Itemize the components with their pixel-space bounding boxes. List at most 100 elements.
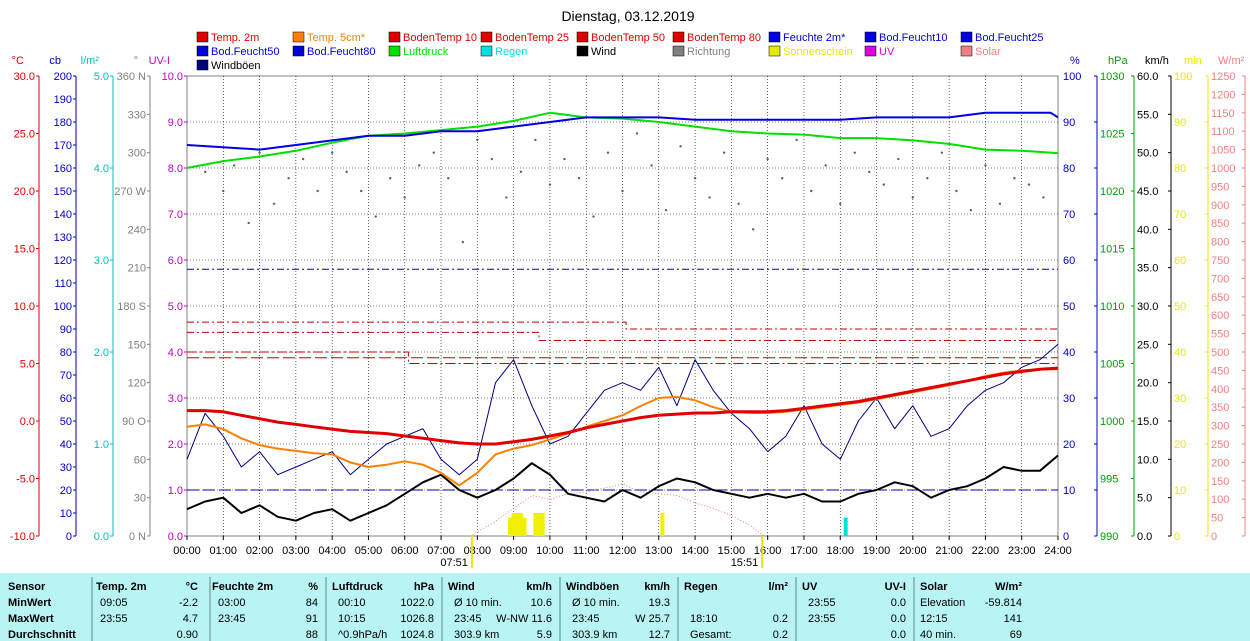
sonnenschein-bar <box>507 517 512 536</box>
legend-swatch <box>480 45 493 57</box>
stats-cell: 18:10 <box>690 613 718 625</box>
legend-swatch <box>388 31 401 43</box>
richtung-point <box>911 196 915 199</box>
axis-unit-label: % <box>1070 55 1080 67</box>
richtung-point <box>882 183 885 186</box>
axis-tick-label: 40.0 <box>1137 224 1158 236</box>
legend-swatch <box>672 31 685 43</box>
stats-cell: 141 <box>1004 613 1022 625</box>
legend-label: Temp. 5cm* <box>307 32 366 44</box>
stats-cell: W 25.7 <box>635 613 670 625</box>
richtung-point <box>664 208 668 212</box>
richtung-point <box>330 151 334 154</box>
axis-tick-label: 45.0 <box>1137 186 1158 198</box>
stats-cell: Ø 10 min. <box>572 597 620 609</box>
sonnenschein-bar <box>540 513 545 536</box>
legend-swatch <box>768 31 781 43</box>
stats-cell: 23:55 <box>808 613 836 625</box>
stats-header: UV <box>802 581 818 593</box>
x-tick-label: 15:00 <box>718 545 746 557</box>
legend-label: Sonnenschein <box>783 46 853 58</box>
richtung-point <box>577 177 581 180</box>
legend-swatch <box>196 45 209 57</box>
richtung-point <box>519 170 523 174</box>
stats-header: Solar <box>920 581 948 593</box>
richtung-point <box>389 177 392 180</box>
wind-line <box>186 454 1059 522</box>
axis-tick-label: 950 <box>1211 181 1229 193</box>
axis-tick-label: 30.0 <box>14 71 35 83</box>
richtung-point <box>203 170 207 174</box>
axis-tick-label: 110 <box>54 278 72 290</box>
sunset-label: 15:51 <box>731 557 759 569</box>
richtung-point <box>403 196 406 199</box>
richtung-point <box>1013 177 1016 180</box>
richtung-point <box>955 189 958 193</box>
axis-tick-label: 0.0 <box>20 416 35 428</box>
richtung-point <box>650 164 653 167</box>
axis-tick-label: 0 <box>1174 531 1180 543</box>
regen-bar <box>843 517 848 536</box>
axis-tick-label: 80 <box>1063 163 1075 175</box>
axis-tick-label: 1.0 <box>168 485 183 497</box>
richtung-point <box>839 202 842 205</box>
x-tick-label: 11:00 <box>573 545 600 557</box>
richtung-point <box>737 202 740 205</box>
axis-tick-label: 20 <box>60 485 72 497</box>
stats-cell: -2.2 <box>179 597 198 609</box>
richtung-point <box>780 177 784 180</box>
stats-header: km/h <box>526 581 552 593</box>
legend-label: BodenTemp 80 <box>687 32 761 44</box>
axis-tick-label: 30.0 <box>1137 301 1158 313</box>
axis-tick-label: 50 <box>1174 301 1186 313</box>
sonnenschein-bar <box>660 513 665 536</box>
richtung-point <box>722 151 726 154</box>
axis-tick-label: 70 <box>1174 209 1186 221</box>
sonnenschein-bar <box>537 513 542 536</box>
x-tick-label: 08:00 <box>464 545 492 557</box>
stats-cell: 19.3 <box>649 597 670 609</box>
x-tick-label: 24:00 <box>1044 545 1072 557</box>
stats-row-label: MaxWert <box>8 613 54 625</box>
x-tick-label: 05:00 <box>355 545 383 557</box>
richtung-point <box>606 151 610 154</box>
legend-swatch <box>576 45 589 57</box>
stats-cell: 69 <box>1010 629 1022 641</box>
axis-tick-label: 1250 <box>1211 71 1235 83</box>
statistics-table-grid: Sensor Temp. 2m °C Feuchte 2m% Luftdruck hPa W… <box>8 577 1022 641</box>
axis-tick-label: 5.0 <box>1137 493 1152 505</box>
stats-header: W/m² <box>995 581 1022 593</box>
axis-tick-label: 1010 <box>1100 301 1124 313</box>
legend-swatch <box>292 45 305 57</box>
axis-tick-label: 100 <box>54 301 72 313</box>
richtung-point <box>998 202 1002 205</box>
axis-tick-label: 0 <box>66 531 72 543</box>
richtung-point <box>1042 196 1045 199</box>
axis-tick-label: 900 <box>1211 200 1229 212</box>
x-tick-label: 04:00 <box>318 545 346 557</box>
axis-tick-label: 1000 <box>1211 163 1235 175</box>
axis-tick-label: 50 <box>1063 301 1075 313</box>
feuchte-2m-line <box>186 111 1059 151</box>
stats-cell: ^0.9hPa/h <box>338 629 387 641</box>
windb-en-line <box>186 343 1059 476</box>
axis-tick-label: 1150 <box>1211 108 1235 120</box>
richtung-point <box>418 164 421 167</box>
stats-header: l/m² <box>768 581 788 593</box>
legend-label: BodenTemp 50 <box>591 32 665 44</box>
legend: Temp. 2m Temp. 5cm* BodenTemp 10 BodenTemp … <box>196 31 1044 72</box>
axis-tick-label: 90 <box>60 324 72 336</box>
legend-swatch <box>196 31 209 43</box>
stats-cell: 5.9 <box>537 629 552 641</box>
stats-cell: -59.814 <box>985 597 1022 609</box>
legend-label: BodenTemp 10 <box>403 32 477 44</box>
stats-cell: 0.2 <box>773 629 788 641</box>
stats-cell: 4.7 <box>183 613 198 625</box>
axis-unit-label: hPa <box>1108 55 1128 67</box>
sonnenschein-bar <box>518 513 523 536</box>
legend-swatch <box>960 31 973 43</box>
axis-tick-label: 15.0 <box>1137 416 1158 428</box>
axis-tick-label: 1015 <box>1100 244 1124 256</box>
richtung-point <box>984 164 987 167</box>
temp-2m-line <box>187 366 1059 446</box>
